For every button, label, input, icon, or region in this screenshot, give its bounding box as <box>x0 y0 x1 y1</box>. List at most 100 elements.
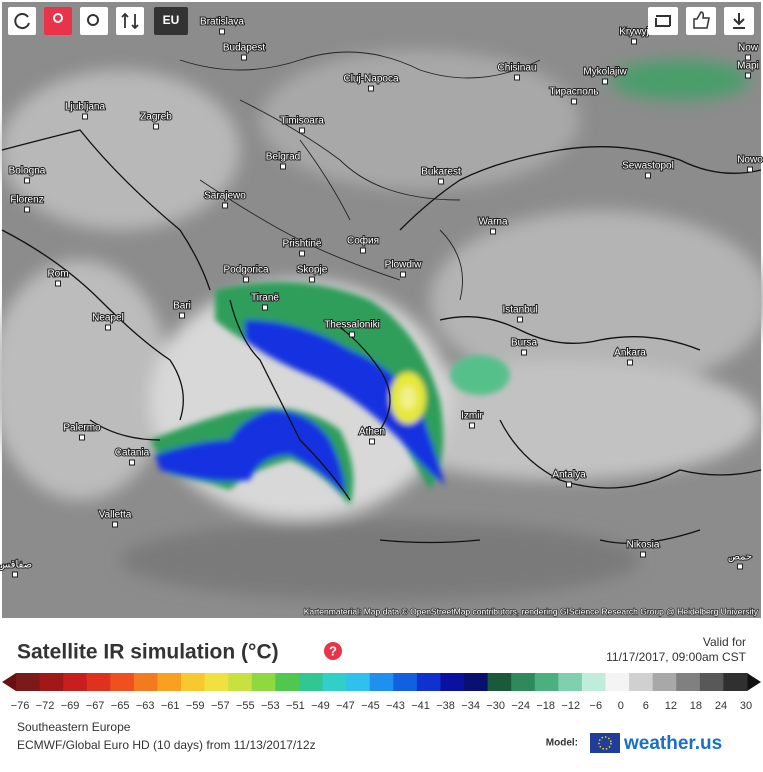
city-label: Now <box>738 43 759 54</box>
loop-button[interactable] <box>648 7 678 35</box>
zoom-button[interactable] <box>80 7 108 35</box>
city-label: София <box>347 235 379 247</box>
city-label: Neapel <box>92 313 124 324</box>
colorbar-label: −45 <box>361 700 380 712</box>
city-marker <box>360 247 366 254</box>
city-marker <box>747 166 753 173</box>
city-marker <box>262 304 268 311</box>
city-label: Florenz <box>10 195 43 206</box>
city-label: Cluj-Napoca <box>343 74 398 85</box>
city-marker <box>129 459 135 466</box>
cloud-field <box>0 50 763 600</box>
colorbar-label: −61 <box>161 700 180 712</box>
download-icon <box>733 13 745 29</box>
colorbar-segment <box>298 673 324 691</box>
colorbar-segment <box>534 673 559 691</box>
map[interactable]: Kartenmaterial: Map data © OpenStreetMap… <box>0 2 763 618</box>
title: Satellite IR simulation (°C) <box>17 641 279 664</box>
city-label: Warna <box>478 217 508 228</box>
city-label: Mapi <box>737 61 759 72</box>
city-label: Budapest <box>223 43 265 54</box>
loop-icon <box>655 15 671 27</box>
colorbar-label: −47 <box>336 700 355 712</box>
city-marker <box>745 72 751 79</box>
colorbar-segment <box>629 673 654 691</box>
city-label: Catania <box>115 448 150 459</box>
city-marker <box>82 113 88 120</box>
colorbar-segment <box>605 673 630 691</box>
colorbar: −76 −72 −69 −67 −65 −63 −61 −59 −57 −55 −53 −51 −49−… <box>2 673 761 712</box>
city-label: Sewastopol <box>622 161 674 172</box>
city-marker <box>438 178 444 185</box>
city-marker <box>517 316 523 323</box>
city-label: صفاقس <box>0 560 32 571</box>
city-label: Antalya <box>552 470 586 481</box>
colorbar-segment <box>275 673 300 691</box>
city-label: Belgrad <box>266 152 300 163</box>
colorbar-label: −67 <box>86 700 105 712</box>
city-label: Timisoara <box>280 116 324 127</box>
city-marker <box>745 54 751 61</box>
model-run: ECMWF/Global Euro HD (10 days) from 11/1… <box>17 738 316 752</box>
like-button[interactable] <box>686 7 716 35</box>
colorbar-label: −12 <box>561 700 580 712</box>
colorbar-segment <box>558 673 583 691</box>
city-marker <box>602 78 608 85</box>
colorbar-segment <box>393 673 418 691</box>
colorbar-label: −6 <box>590 700 603 712</box>
colorbar-label: −72 <box>36 700 55 712</box>
refresh-button[interactable] <box>8 7 36 35</box>
city-marker <box>571 98 577 105</box>
city-label: Tiranë <box>251 293 279 304</box>
zoom-icon <box>87 14 99 26</box>
colorbar-segment <box>676 673 701 691</box>
colorbar-arrow-right <box>747 673 761 691</box>
borders <box>179 51 541 301</box>
colorbar-label: −38 <box>436 700 455 712</box>
coastlines <box>1 129 762 544</box>
colorbar-label: −30 <box>486 700 505 712</box>
valid-time: 11/17/2017, 09:00am CST <box>606 650 747 664</box>
city-marker <box>12 571 18 578</box>
city-label: Athen <box>359 427 385 438</box>
colorbar-label: −24 <box>511 700 530 712</box>
city-label: Plowdiw <box>385 260 422 271</box>
city-label: Prishtinë <box>283 239 322 250</box>
city-label: Valletta <box>99 510 132 521</box>
like-icon <box>693 11 710 29</box>
city-marker <box>219 28 225 35</box>
colorbar-label: −57 <box>211 700 230 712</box>
city-marker <box>105 324 111 331</box>
city-label: Rom <box>47 269 68 280</box>
footer: Southeastern Europe ECMWF/Global Euro HD… <box>17 720 722 754</box>
city-marker <box>640 551 646 558</box>
sort-button[interactable] <box>116 7 144 35</box>
city-marker <box>241 54 247 61</box>
city-marker <box>521 349 527 356</box>
city-marker <box>490 228 496 235</box>
city-label: Izmir <box>461 411 483 422</box>
colorbar-segment <box>251 673 276 691</box>
city-marker <box>179 312 185 319</box>
colorbar-label: 6 <box>643 700 649 712</box>
location-icon <box>53 13 63 23</box>
city-label: Thessaloniki <box>324 320 380 331</box>
city-label: Bursa <box>511 338 538 349</box>
city-label: Sarajewo <box>204 191 246 202</box>
brand: weather.us <box>623 733 722 754</box>
colorbar-label: 18 <box>690 700 702 712</box>
colorbar-segment <box>416 673 441 691</box>
city-label: حمص <box>728 552 752 563</box>
colorbar-label: −59 <box>186 700 205 712</box>
colorbar-segment <box>39 673 64 691</box>
colorbar-segment <box>204 673 229 691</box>
city-label: Ankara <box>614 348 646 359</box>
city-marker <box>299 127 305 134</box>
city-marker <box>369 438 375 445</box>
colorbar-label: −76 <box>11 700 30 712</box>
colorbar-label: 12 <box>665 700 677 712</box>
city-marker <box>631 38 637 45</box>
colorbar-label: −34 <box>461 700 480 712</box>
region-button[interactable] <box>154 7 188 35</box>
help-button[interactable] <box>324 642 342 660</box>
